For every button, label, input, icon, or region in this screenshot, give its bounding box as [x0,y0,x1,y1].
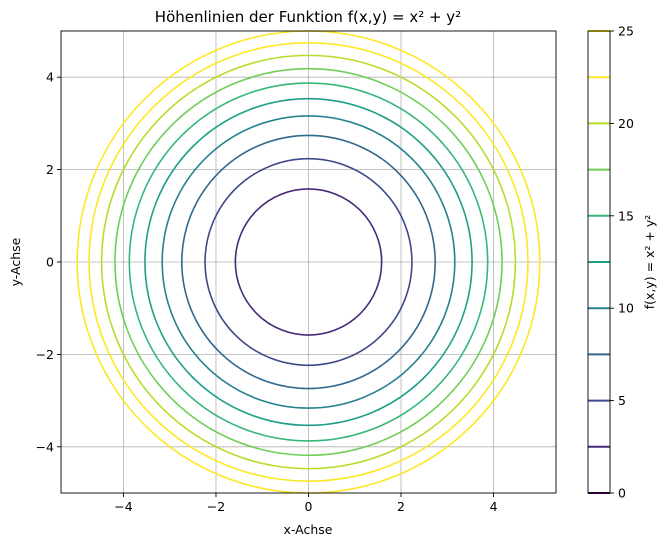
x-tick-label: 4 [490,499,498,514]
y-tick-label: 0 [46,255,54,270]
y-tick-label: −2 [36,347,54,362]
contour-line [144,97,473,427]
x-tick-label: −4 [114,499,132,514]
contour-line [204,157,413,367]
y-tick-label: −4 [36,439,54,454]
x-tick-label: −2 [207,499,225,514]
colorbar-tick-label: 25 [618,24,634,39]
x-tick-label: 2 [397,499,405,514]
contour-line [234,188,383,336]
contour-line [128,82,489,442]
colorbar-tick-label: 10 [618,301,634,316]
y-tick-label: 2 [46,162,54,177]
colorbar-tick-label: 5 [618,393,626,408]
contour-line [181,134,436,390]
colorbar-tick-label: 15 [618,208,634,223]
contour-line [88,42,529,482]
colorbar-label: f(x,y) = x² + y² [642,215,657,310]
contour-line [114,67,503,457]
colorbar-tick-label: 0 [618,486,626,501]
plot-area: −4 −2 0 2 4 −4 −2 0 2 4 [36,30,557,514]
contour-line [161,115,456,409]
x-tick-label: 0 [305,499,313,514]
colorbar: 0 5 10 15 20 25 [587,24,634,501]
y-axis-label: y-Achse [8,237,23,286]
chart-title: Höhenlinien der Funktion f(x,y) = x² + y… [155,8,461,26]
x-axis-label: x-Achse [284,522,333,537]
contour-line [100,54,517,470]
colorbar-tick-label: 20 [618,116,634,131]
colorbar-frame [587,30,611,494]
y-tick-label: 4 [46,70,54,85]
